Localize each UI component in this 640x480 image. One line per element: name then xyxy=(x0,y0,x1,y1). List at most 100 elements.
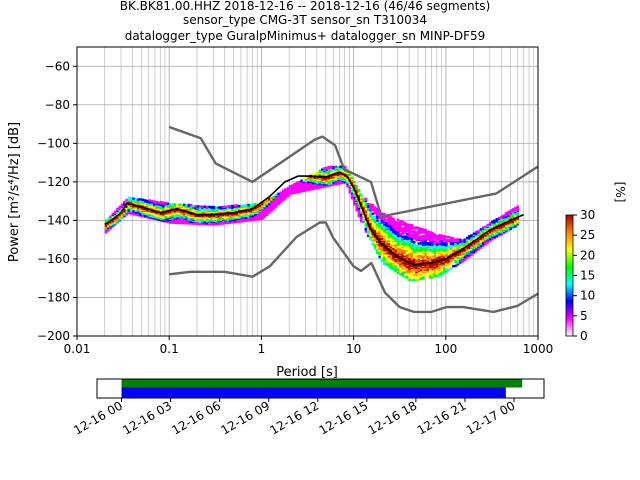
histogram-cell xyxy=(396,221,400,224)
histogram-cell xyxy=(431,248,434,251)
histogram-cell xyxy=(373,240,377,244)
x-tick-label: 1000 xyxy=(523,342,554,356)
colorbar-tick-label: 30 xyxy=(580,208,595,222)
histogram-cell xyxy=(380,232,384,236)
histogram-cell xyxy=(419,274,423,278)
histogram-cell xyxy=(281,189,285,192)
histogram-cell xyxy=(383,230,386,233)
histogram-cell xyxy=(111,212,115,215)
histogram-cell xyxy=(403,229,407,232)
histogram-cell xyxy=(130,196,133,200)
histogram-cell xyxy=(493,219,496,222)
histogram-cell xyxy=(401,268,404,271)
histogram-cell xyxy=(399,232,402,235)
histogram-cell xyxy=(429,272,432,275)
histogram-cell xyxy=(387,215,391,219)
histogram-cell xyxy=(410,233,414,237)
timeline-tick-label: 12-17 00 xyxy=(464,398,518,437)
histogram-cell xyxy=(238,204,241,208)
histogram-cell xyxy=(403,241,407,244)
histogram-cell xyxy=(383,258,386,261)
histogram-cell xyxy=(419,238,423,241)
histogram-cell xyxy=(403,237,407,240)
histogram-cell xyxy=(373,218,377,222)
histogram-cell xyxy=(385,219,388,222)
histogram-cell xyxy=(422,247,425,250)
plot-frame xyxy=(76,46,539,337)
histogram-cell xyxy=(426,245,430,249)
histogram-cell xyxy=(380,226,384,230)
histogram-cell xyxy=(472,232,476,235)
histogram-cell xyxy=(440,245,444,248)
x-tick-label: 10 xyxy=(346,342,361,356)
histogram-cell xyxy=(399,219,402,223)
histogram-cell xyxy=(272,195,276,199)
histogram-cell xyxy=(447,265,450,269)
histogram-cell xyxy=(371,215,375,218)
histogram-cell xyxy=(387,237,391,241)
histogram-cell xyxy=(291,184,294,187)
histogram-cell xyxy=(401,235,404,239)
histogram-cell xyxy=(389,220,393,224)
histogram-cell xyxy=(205,205,209,209)
histogram-cell xyxy=(350,176,354,180)
histogram-cell xyxy=(104,219,108,222)
histogram-cell xyxy=(440,253,444,257)
histogram-cell xyxy=(442,251,446,254)
histogram-cell xyxy=(445,268,448,271)
histogram-cell xyxy=(116,207,119,211)
histogram-cell xyxy=(445,265,448,268)
histogram-cell xyxy=(426,242,430,245)
histogram-cell xyxy=(392,226,395,229)
histogram-cell xyxy=(155,200,158,204)
histogram-cell xyxy=(408,244,411,248)
histogram-cell xyxy=(378,214,381,218)
histogram-cell xyxy=(442,235,446,238)
histogram-cell xyxy=(109,215,112,218)
y-tick-label: −180 xyxy=(37,290,70,304)
histogram-cell xyxy=(208,205,211,209)
histogram-cell xyxy=(120,203,124,207)
histogram-cell xyxy=(488,222,492,225)
histogram-cell xyxy=(431,239,434,242)
histogram-cell xyxy=(456,238,460,241)
histogram-cell xyxy=(468,234,471,238)
histogram-cell xyxy=(399,224,402,228)
histogram-cell xyxy=(401,220,404,223)
timeline-tick-label: 12-16 00 xyxy=(71,398,125,437)
histogram-cell xyxy=(454,259,457,263)
histogram-cell xyxy=(399,222,402,226)
histogram-cell xyxy=(419,246,423,250)
histogram-cell xyxy=(408,243,411,246)
histogram-cell xyxy=(373,222,377,226)
histogram-cell xyxy=(429,274,432,277)
histogram-cell xyxy=(383,225,386,228)
histogram-cell xyxy=(389,260,393,263)
histogram-cell xyxy=(162,201,165,204)
histogram-cell xyxy=(415,249,418,252)
histogram-cell xyxy=(153,200,156,203)
histogram-cell xyxy=(378,247,381,251)
histogram-cell xyxy=(364,197,368,201)
histogram-cell xyxy=(235,204,239,207)
histogram-cell xyxy=(141,198,145,202)
histogram-cell xyxy=(311,173,315,176)
histogram-cell xyxy=(412,242,416,246)
histogram-cell xyxy=(228,205,232,208)
histogram-cell xyxy=(415,236,418,240)
histogram-cell xyxy=(366,232,370,236)
histogram-cell xyxy=(465,236,469,240)
histogram-cell xyxy=(410,278,414,282)
histogram-cell xyxy=(219,206,223,209)
histogram-cell xyxy=(484,225,487,228)
histogram-cell xyxy=(348,172,352,176)
histogram-cell xyxy=(449,267,453,270)
histogram-cell xyxy=(452,265,455,268)
histogram-cell xyxy=(396,218,400,221)
histogram-cell xyxy=(201,205,204,208)
histogram-cell xyxy=(412,233,416,236)
histogram-cell xyxy=(445,250,448,254)
histogram-cell xyxy=(431,251,434,255)
histogram-cell xyxy=(369,214,372,218)
